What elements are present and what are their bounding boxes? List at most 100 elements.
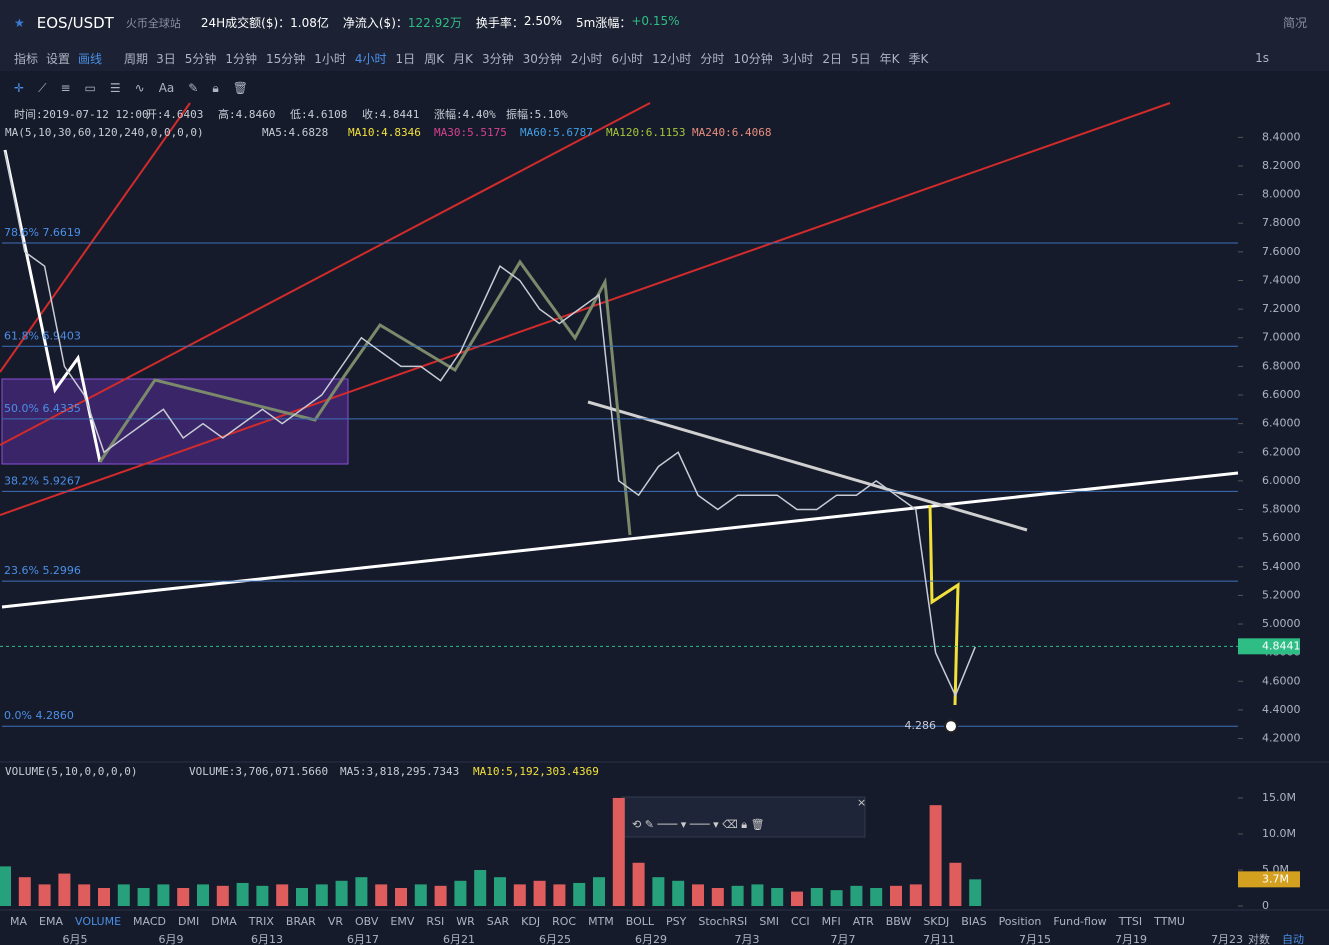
- indicator-tab[interactable]: BRAR: [286, 915, 316, 928]
- volume-bar: [117, 884, 130, 906]
- period-option[interactable]: 12小时: [652, 51, 692, 66]
- indicator-tab[interactable]: EMV: [390, 915, 414, 928]
- period-option[interactable]: 1小时: [314, 51, 346, 66]
- y-tick-label: 4.8000: [1262, 646, 1301, 659]
- measure-tool[interactable]: ✎: [188, 81, 199, 95]
- ma-value: MA30:5.5175: [434, 126, 507, 139]
- indicator-tab[interactable]: DMA: [211, 915, 237, 928]
- period-option[interactable]: 2日: [822, 51, 842, 66]
- period-option[interactable]: 3分钟: [481, 51, 514, 66]
- range-box: [1, 378, 349, 465]
- wave-tool[interactable]: ∿: [134, 81, 145, 95]
- float-toolbar: × ⟲ ✎ ─── ▾ ─── ▾ ⌫ 🔒︎ 🗑︎: [621, 796, 866, 838]
- indicator-tab[interactable]: BIAS: [961, 915, 986, 928]
- indicator-tab[interactable]: VOLUME: [75, 915, 121, 928]
- period-option[interactable]: 4小时: [354, 51, 387, 66]
- period-option[interactable]: 1分钟: [225, 51, 257, 66]
- settings-button[interactable]: 设置: [46, 51, 71, 66]
- crosshair-tool[interactable]: ✛: [14, 81, 25, 95]
- indicator-tab[interactable]: SKDJ: [923, 915, 949, 928]
- rect-tool[interactable]: ▭: [84, 81, 96, 95]
- indicator-tab[interactable]: TRIX: [248, 915, 275, 928]
- indicator-tab[interactable]: SAR: [487, 915, 510, 928]
- lock-tool[interactable]: 🔒︎: [212, 80, 219, 95]
- axis-mode[interactable]: 对数: [1248, 932, 1270, 945]
- period-option[interactable]: 3日: [156, 51, 176, 66]
- fib-label: 78.6% 7.6619: [4, 226, 81, 239]
- indicator-tab[interactable]: RSI: [426, 915, 444, 928]
- channel-tool[interactable]: ≡: [60, 81, 71, 95]
- y-tick-label: 6.2000: [1262, 445, 1301, 458]
- indicator-tab[interactable]: EMA: [39, 915, 63, 928]
- ma-value: MA60:5.6787: [520, 126, 593, 139]
- indicator-tab[interactable]: Position: [999, 915, 1042, 928]
- period-option[interactable]: 6小时: [611, 51, 644, 66]
- indicator-tab[interactable]: MACD: [133, 915, 166, 928]
- period-option[interactable]: 年K: [879, 51, 900, 66]
- ma-value: MA120:6.1153: [606, 126, 685, 139]
- period-option[interactable]: 季K: [908, 51, 929, 66]
- draw-button[interactable]: 画线: [78, 51, 103, 66]
- indicator-tab[interactable]: PSY: [666, 915, 687, 928]
- volume-bar: [890, 885, 902, 906]
- indicators-button[interactable]: 指标: [14, 51, 39, 66]
- x-tick-label: 6月5: [63, 933, 88, 945]
- close-icon[interactable]: ×: [857, 796, 866, 809]
- period-option[interactable]: 周K: [424, 51, 445, 66]
- indicator-tab[interactable]: ATR: [853, 915, 874, 928]
- indicator-tab[interactable]: DMI: [178, 915, 199, 928]
- ohlc-info: 高:4.8460: [218, 107, 275, 121]
- volume-bar: [335, 880, 348, 906]
- axis-mode[interactable]: 自动: [1282, 933, 1304, 945]
- indicator-tab[interactable]: CCI: [791, 915, 810, 928]
- period-option[interactable]: 15分钟: [265, 51, 306, 66]
- indicator-tab[interactable]: Fund-flow: [1053, 915, 1106, 928]
- fib-tool[interactable]: ☰: [109, 81, 121, 95]
- period-option[interactable]: 1日: [395, 51, 416, 66]
- symbol[interactable]: EOS/USDT: [36, 13, 114, 32]
- indicator-tab[interactable]: BOLL: [626, 915, 655, 928]
- indicator-tab[interactable]: BBW: [886, 915, 912, 928]
- volume-bar: [929, 805, 942, 906]
- interval[interactable]: 1s: [1255, 51, 1269, 65]
- line-tool[interactable]: ⟋: [38, 80, 47, 95]
- period-option[interactable]: 30分钟: [522, 51, 562, 66]
- tool-icon[interactable]: ⟲ ✎ ─── ▾ ─── ▾ ⌫ 🔒︎ 🗑︎: [632, 818, 765, 831]
- period-option[interactable]: 2小时: [570, 51, 603, 66]
- period-option[interactable]: 5分钟: [184, 51, 217, 66]
- period-option[interactable]: 3小时: [781, 51, 814, 66]
- indicator-tab[interactable]: MFI: [822, 915, 841, 928]
- volume-bar: [58, 873, 71, 906]
- indicator-tab[interactable]: MTM: [588, 915, 614, 928]
- indicator-tab[interactable]: TTSI: [1118, 915, 1142, 928]
- star[interactable]: ★: [14, 15, 25, 30]
- volume-bar: [731, 885, 744, 906]
- period-option[interactable]: 10分钟: [733, 51, 773, 66]
- volume-bar: [553, 884, 566, 906]
- indicator-tab[interactable]: ROC: [552, 915, 576, 928]
- fib-label: 50.0% 6.4335: [4, 402, 81, 415]
- period-option[interactable]: 分时: [700, 51, 725, 66]
- drawing-tools: ✛ ⟋ ≡ ▭ ☰ ∿ Aa ✎ 🔒︎ 🗑︎: [0, 74, 400, 102]
- indicator-tab[interactable]: VR: [328, 915, 344, 928]
- ohlc-info: 收:4.8441: [362, 107, 419, 121]
- period-button[interactable]: 周期: [124, 51, 149, 66]
- indicator-tab[interactable]: SMI: [759, 915, 779, 928]
- stat-value: 1.08亿: [290, 16, 329, 30]
- indicator-tab[interactable]: StochRSI: [698, 915, 747, 928]
- indicator-tab[interactable]: OBV: [355, 915, 379, 928]
- volume-bar: [573, 882, 586, 906]
- indicator-tab[interactable]: KDJ: [521, 915, 540, 928]
- indicator-tab[interactable]: TTMU: [1153, 915, 1185, 928]
- y-tick-label: 6.4000: [1262, 417, 1301, 430]
- period-option[interactable]: 月K: [453, 51, 473, 66]
- ma-title: MA(5,10,30,60,120,240,0,0,0,0): [5, 126, 204, 139]
- x-tick-label: 7月23: [1211, 933, 1243, 945]
- indicator-tab[interactable]: MA: [10, 915, 27, 928]
- delete-tool[interactable]: 🗑︎: [232, 81, 248, 95]
- indicator-tab[interactable]: WR: [456, 915, 475, 928]
- period-option[interactable]: 5日: [851, 51, 871, 66]
- x-tick-label: 7月7: [831, 933, 856, 945]
- summary[interactable]: 简况: [1282, 16, 1307, 30]
- text-tool[interactable]: Aa: [158, 81, 175, 95]
